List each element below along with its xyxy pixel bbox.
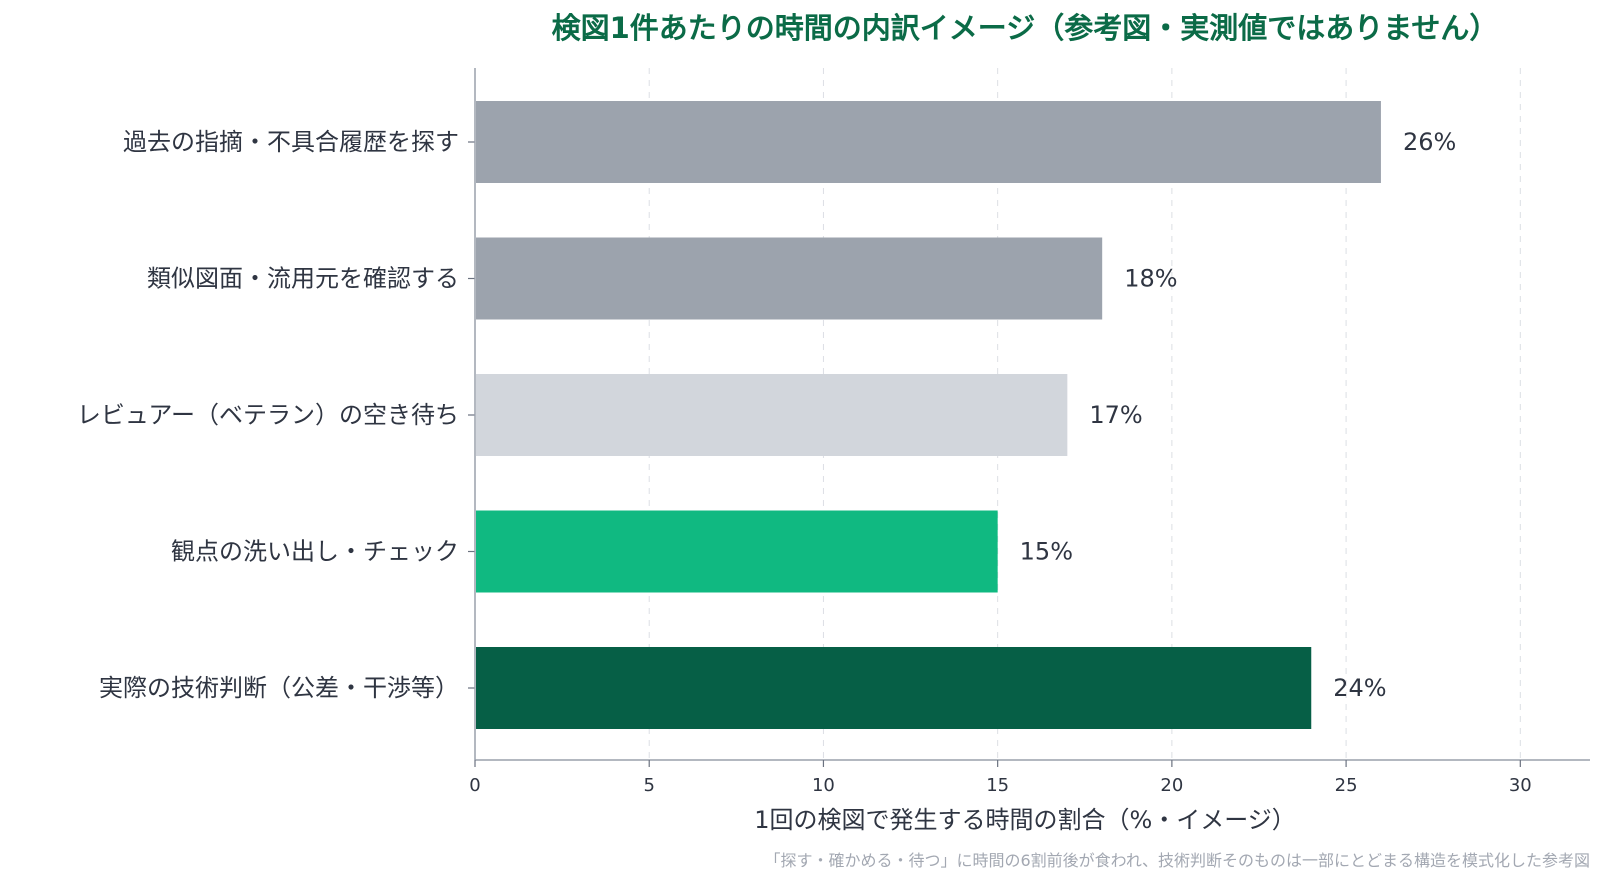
x-tick-label-25: 25 [1335,775,1358,796]
value-label-2: 18% [1124,265,1177,293]
bar-3 [476,374,1068,456]
bar-2 [476,237,1103,320]
bar-5 [476,647,1312,729]
footnote: 「探す・確かめる・待つ」に時間の6割前後が食われ、技術判断そのものは一部にとどま… [764,851,1590,870]
value-label-5: 24% [1333,674,1386,702]
gridlines [648,68,1521,760]
x-tick-label-10: 10 [812,775,835,796]
value-label-3: 17% [1089,401,1142,429]
chart-title: 検図1件あたりの時間の内訳イメージ（参考図・実測値ではありません） [552,11,1499,45]
bar-1 [476,101,1381,183]
x-tick-label-20: 20 [1160,775,1183,796]
axes: 過去の指摘・不具合履歴を探す類似図面・流用元を確認するレビュアー（ベテラン）の空… [77,68,1590,796]
bars: 26% 18% 17% 15% 24% [476,101,1456,729]
category-label-1: 過去の指摘・不具合履歴を探す [123,128,459,156]
category-label-3: レビュアー（ベテラン）の空き待ち [77,401,459,429]
bar-4 [476,510,998,593]
category-label-2: 類似図面・流用元を確認する [147,265,459,293]
category-label-4: 観点の洗い出し・チェック [171,538,459,566]
x-tick-label-15: 15 [986,775,1009,796]
category-label-5: 実際の技術判断（公差・干渉等） [99,674,459,702]
x-tick-label-5: 5 [643,775,654,796]
value-label-4: 15% [1020,538,1073,566]
x-axis-label: 1回の検図で発生する時間の割合（%・イメージ） [754,806,1296,834]
value-label-1: 26% [1403,128,1456,156]
x-tick-label-0: 0 [469,775,480,796]
x-tick-label-30: 30 [1509,775,1532,796]
